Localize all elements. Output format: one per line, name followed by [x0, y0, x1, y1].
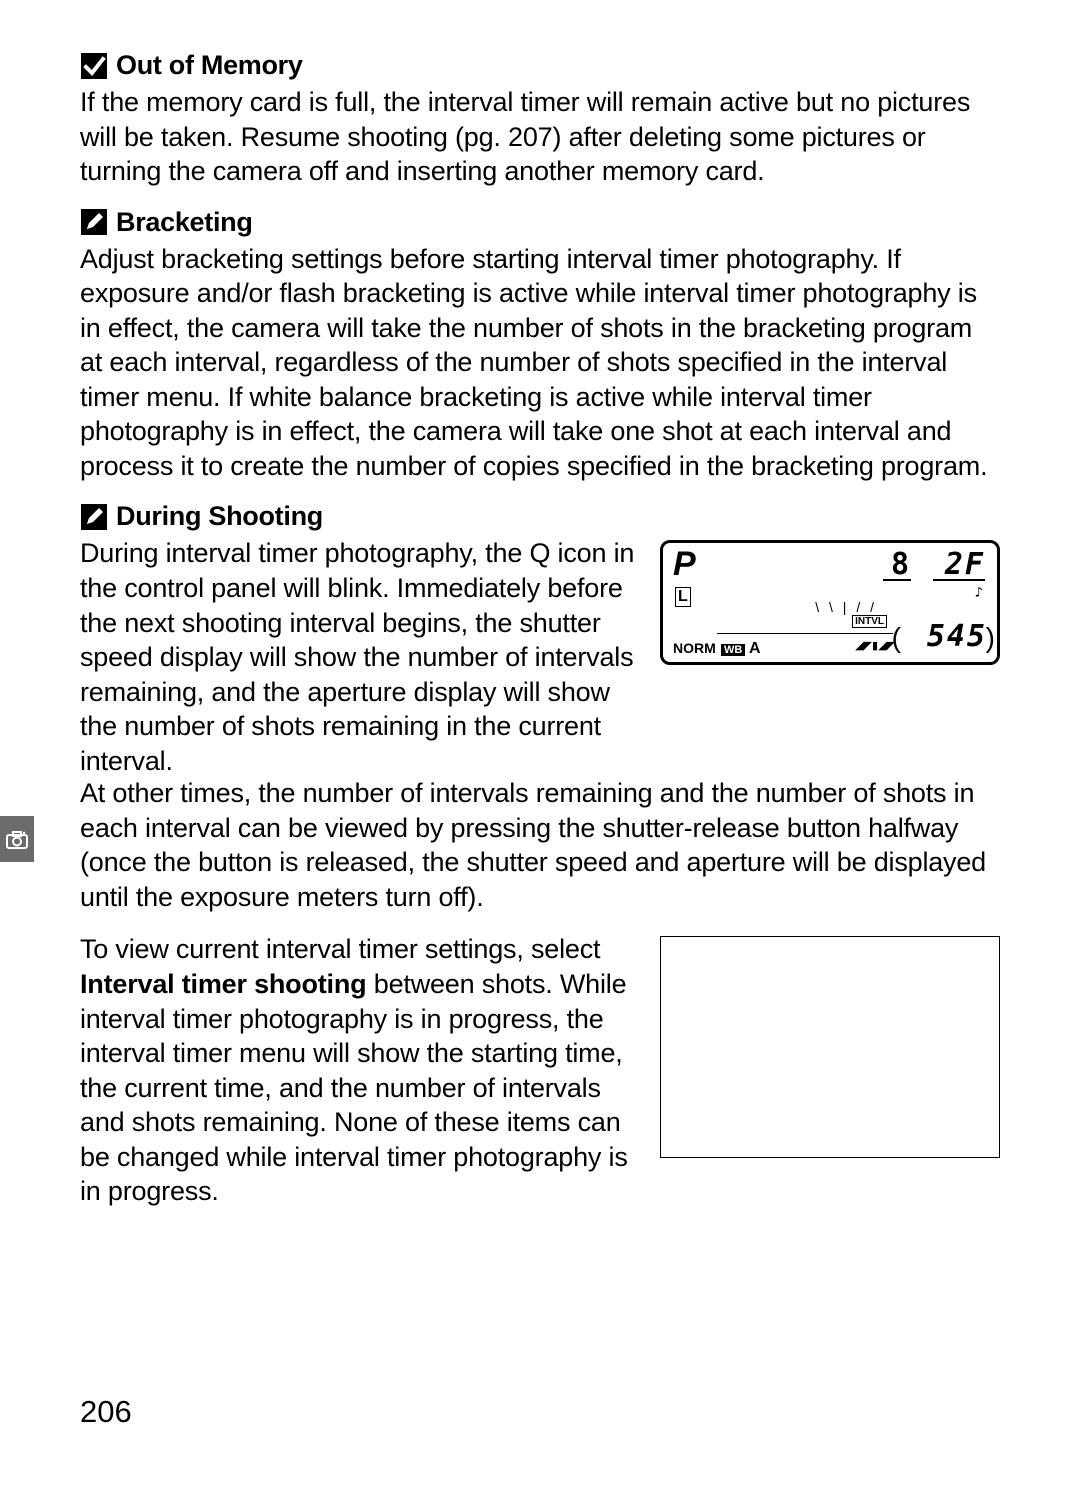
lcd-intvl-label: INTVL [852, 615, 887, 628]
menu-screenshot-placeholder [660, 936, 1000, 1158]
section-title: During Shooting [116, 501, 323, 532]
section-bracketing: Bracketing Adjust bracketing settings be… [80, 207, 1000, 484]
lcd-bracket: ) [986, 622, 995, 654]
chapter-tab [0, 816, 34, 862]
text-fragment: icon in the control panel will blink. Im… [80, 538, 634, 775]
lcd-bracket: ( [892, 622, 901, 654]
section-header: During Shooting [80, 501, 1000, 532]
section-during-shooting: During Shooting During interval timer ph… [80, 501, 1000, 1208]
section-out-of-memory: Out of Memory If the memory card is full… [80, 50, 1000, 189]
lcd-intervals: 8 [891, 547, 911, 582]
lcd-icons-row: ◢◤▮◢◤ [855, 639, 895, 652]
lcd-quality: L [675, 587, 691, 607]
section-title: Bracketing [116, 207, 253, 238]
intvl-glyph-icon: Q [529, 538, 550, 568]
lcd-ticks: \ \ | / / [815, 599, 877, 615]
during-shooting-para2: To view current interval timer settings,… [80, 932, 642, 1208]
camera-icon [5, 827, 29, 851]
section-header: Bracketing [80, 207, 1000, 238]
pencil-note-icon [80, 503, 108, 531]
text-fragment: During interval timer photography, the [80, 538, 529, 568]
text-fragment: To view current interval timer settings,… [80, 934, 600, 964]
lcd-underline [933, 579, 985, 581]
lcd-wb-auto: A [749, 640, 761, 658]
control-panel-lcd: P 8 2F L ♪ \ \ | / / INTVL ◢◤▮◢◤ ( 545 )… [660, 540, 1000, 665]
lcd-count: 545 [927, 619, 987, 654]
section-title: Out of Memory [116, 50, 303, 81]
section-body: If the memory card is full, the interval… [80, 85, 1000, 189]
lcd-beep-icon: ♪ [975, 585, 983, 601]
section-body: Adjust bracketing settings before starti… [80, 242, 1000, 484]
lcd-underline [883, 579, 911, 581]
during-shooting-para1-top: During interval timer photography, the Q… [80, 536, 642, 778]
lcd-norm: NORM [673, 640, 716, 656]
during-shooting-row2: To view current interval timer settings,… [80, 932, 1000, 1208]
during-shooting-para1-cont: At other times, the number of intervals … [80, 776, 1000, 914]
lcd-mode: P [673, 545, 696, 584]
section-header: Out of Memory [80, 50, 1000, 81]
pencil-note-icon [80, 208, 108, 236]
warning-check-icon [80, 52, 108, 80]
lcd-divider [717, 633, 893, 634]
page-number: 206 [80, 1394, 132, 1430]
text-fragment: between shots. While interval timer phot… [80, 969, 628, 1206]
lcd-wb: WB [721, 644, 745, 656]
during-shooting-row1: During interval timer photography, the Q… [80, 536, 1000, 778]
menu-item-name: Interval timer shooting [80, 969, 366, 999]
lcd-shots: 2F [945, 547, 985, 582]
